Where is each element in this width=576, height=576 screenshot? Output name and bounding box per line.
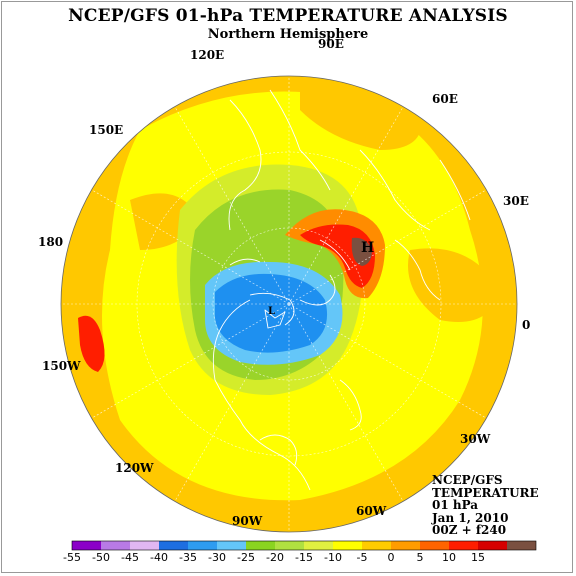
info-level: 01 hPa: [432, 498, 479, 512]
page-title: NCEP/GFS 01-hPa TEMPERATURE ANALYSIS: [68, 6, 508, 26]
meridians: [61, 76, 517, 532]
lon-label-120e: 120E: [190, 48, 225, 62]
info-model: NCEP/GFS: [432, 473, 503, 487]
colorbar-tick-label: -45: [121, 551, 139, 564]
colorbar-tick-label: 15: [471, 551, 485, 564]
lon-label-120w: 120W: [115, 461, 154, 475]
lon-label-60w: 60W: [356, 504, 387, 518]
map-boundary: [60, 75, 518, 533]
colorbar-tick-label: -55: [63, 551, 81, 564]
info-box: NCEP/GFS TEMPERATURE 01 hPa Jan 1, 2010 …: [432, 474, 539, 537]
colorbar-tick-label: -5: [356, 551, 368, 564]
colorbar-tick-label: -35: [179, 551, 197, 564]
lon-label-150w: 150W: [42, 359, 81, 373]
lon-label-0: 0: [522, 318, 531, 332]
lon-label-30w: 30W: [460, 432, 491, 446]
lon-label-30e: 30E: [503, 194, 529, 208]
colorbar-tick-label: 0: [387, 551, 395, 564]
page-subtitle: Northern Hemisphere: [207, 27, 369, 42]
info-field: TEMPERATURE: [432, 485, 539, 500]
colorbar-tick-label: -30: [208, 551, 226, 564]
colorbar-tick-label: -20: [266, 551, 284, 564]
lon-label-180: 180: [38, 235, 64, 249]
colorbar-tick-label: -10: [324, 551, 342, 564]
lon-label-60e: 60E: [432, 92, 458, 106]
low-center-label: L: [268, 306, 275, 317]
info-forecast: 00Z + f240: [432, 523, 507, 537]
colorbar-tick-label: 5: [416, 551, 424, 564]
high-center-label: H: [361, 240, 374, 256]
colorbar-tick-label: -40: [150, 551, 168, 564]
colorbar-tick-label: -50: [92, 551, 110, 564]
lon-label-90w: 90W: [232, 514, 263, 528]
lon-label-90e: 90E: [318, 37, 344, 51]
colorbar-tick-label: -25: [237, 551, 255, 564]
lon-label-150e: 150E: [89, 123, 124, 137]
info-date: Jan 1, 2010: [432, 510, 509, 525]
colorbar-tick-label: 10: [442, 551, 456, 564]
colorbar-tick-label: -15: [295, 551, 313, 564]
